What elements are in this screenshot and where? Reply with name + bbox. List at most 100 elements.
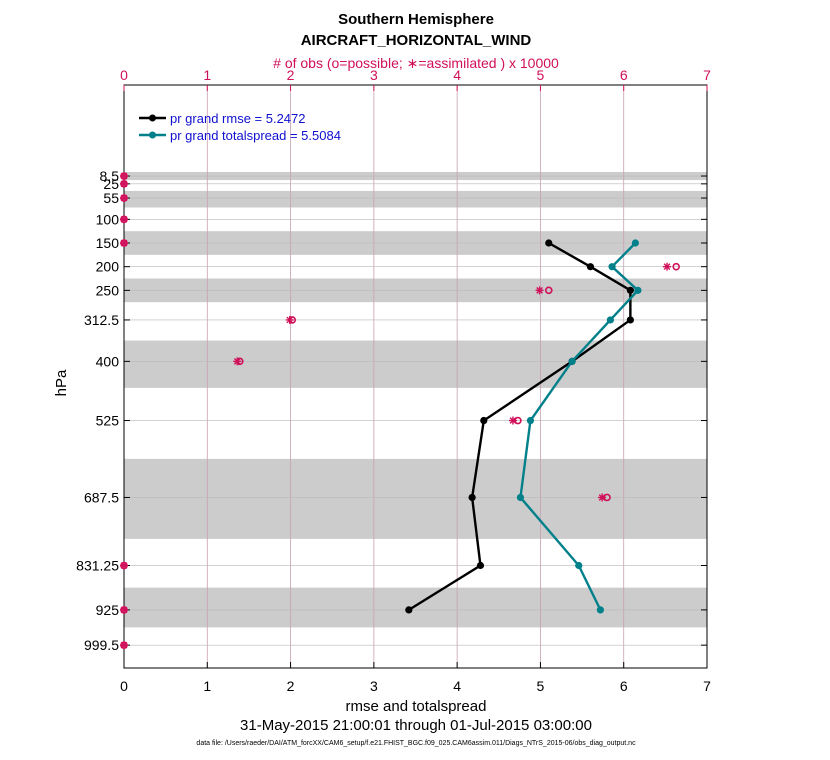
y-tick-label-10: 687.5 [84,489,119,505]
y-tick-label-13: 999.5 [84,637,119,653]
top-axis-label: # of obs (o=possible; ∗=assimilated ) x … [273,55,559,71]
obs-assimilated-13-stroke-3 [120,641,128,649]
y-tick-label-5: 200 [96,259,120,275]
top-tick-label-3: 3 [370,67,378,83]
series-0-point-1 [586,263,595,271]
obs-assimilated-6-stroke-3 [536,286,543,294]
series-0-point-2 [626,286,634,294]
series-0-point-6 [468,493,476,502]
x-tick-label-2: 2 [287,678,295,694]
top-tick-label-4: 4 [453,67,461,83]
obs-assimilated-4 [120,239,128,248]
series-1-point-1 [608,263,616,271]
x-axis-label: rmse and totalspread [346,698,487,715]
obs-assimilated-5-stroke-3 [663,263,671,271]
x-tick-label-5: 5 [537,678,545,694]
obs-assimilated-8 [233,357,242,366]
obs-assimilated-11-stroke-3 [120,562,128,569]
y-tick-label-7: 312.5 [84,312,119,328]
legend-rmse-label: pr grand rmse = 5.2472 [170,111,306,126]
obs-assimilated-2-stroke-3 [120,194,128,202]
obs-assimilated-11 [120,561,128,570]
obs-possible-6 [544,286,553,295]
shaded-band-5 [124,458,707,539]
series-lines [405,239,642,614]
obs-assimilated-8-stroke-3 [233,357,241,365]
y-tick-label-6: 250 [96,282,120,298]
shaded-bands [124,172,707,628]
y-axis-label: hPa [53,369,70,396]
top-tick-label-1: 1 [203,67,211,83]
legend-rmse-marker [149,114,156,122]
obs-possible-5 [672,262,680,271]
obs-count-markers [120,172,680,650]
y-tick-label-4: 150 [96,235,120,251]
chart-subtitle: AIRCRAFT_HORIZONTAL_WIND [301,32,532,49]
date-range: 31-May-2015 21:00:01 through 01-Jul-2015… [240,717,592,734]
x-tick-label-7: 7 [703,678,711,694]
series-1-point-6 [516,493,525,502]
obs-assimilated-4-stroke-3 [120,239,128,247]
series-1-point-7 [575,561,583,570]
obs-assimilated-5 [663,262,672,271]
data-file-footnote: data file: /Users/raeder/DAI/ATM_forcXX/… [196,740,636,747]
top-tick-label-5: 5 [537,67,545,83]
obs-assimilated-10 [598,493,607,502]
x-tick-label-0: 0 [120,678,128,694]
shaded-band-4 [124,340,707,388]
y-tick-label-11: 831.25 [76,558,119,574]
top-tick-label-7: 7 [703,67,711,83]
x-tick-label-4: 4 [453,678,461,694]
top-axis: 0 1 2 3 4 5 6 7 [120,67,711,91]
obs-assimilated-12 [120,605,128,614]
top-tick-label-0: 0 [120,67,128,83]
chart-title: Southern Hemisphere [338,11,494,28]
legend-spread-marker [149,131,156,139]
obs-assimilated-10-stroke-3 [598,494,606,501]
y-tick-label-3: 100 [96,211,120,227]
x-tick-label-3: 3 [370,678,378,694]
series-1-point-8 [596,606,604,614]
series-1-point-4 [568,357,576,365]
top-tick-label-2: 2 [287,67,295,83]
top-tick-label-6: 6 [620,67,628,83]
x-tick-label-1: 1 [203,678,211,694]
y-tick-label-8: 400 [96,353,120,369]
series-0-point-5 [480,416,488,425]
y-tick-label-0: 8.5 [100,168,120,184]
y-tick-label-2: 55 [103,190,119,206]
obs-assimilated-1-stroke-3 [120,180,128,188]
obs-assimilated-0-stroke-3 [120,172,128,180]
obs-assimilated-9 [508,416,517,425]
obs-assimilated-13 [120,641,128,650]
obs-assimilated-0 [120,172,128,181]
obs-assimilated-6 [535,286,544,295]
series-1-point-5 [526,416,535,425]
plot-frame [123,84,708,669]
obs-assimilated-12-stroke-3 [120,606,128,614]
bottom-axis: 0 1 2 3 4 5 6 7 [120,662,711,694]
shaded-band-6 [124,587,707,628]
obs-assimilated-7-stroke-3 [286,316,294,324]
series-1-point-0 [631,239,639,247]
y-tick-label-12: 925 [96,602,120,618]
y-tick-label-9: 525 [96,413,120,429]
series-0-point-8 [405,606,413,614]
obs-assimilated-9-stroke-3 [509,417,517,424]
series-1-point-2 [634,286,642,294]
series-1-point-3 [606,316,614,324]
x-tick-label-6: 6 [620,678,628,694]
obs-assimilated-1 [120,179,128,188]
series-0-point-7 [476,561,485,570]
shaded-band-1 [124,190,707,208]
legend-spread-label: pr grand totalspread = 5.5084 [170,128,341,143]
legend: pr grand rmse = 5.2472 pr grand totalspr… [139,111,341,143]
series-0-point-0 [545,239,553,247]
series-0-point-3 [626,316,634,324]
obs-assimilated-3 [120,215,128,224]
obs-assimilated-2 [120,194,128,203]
obs-assimilated-3-stroke-3 [120,215,128,223]
obs-assimilated-7 [285,315,294,324]
